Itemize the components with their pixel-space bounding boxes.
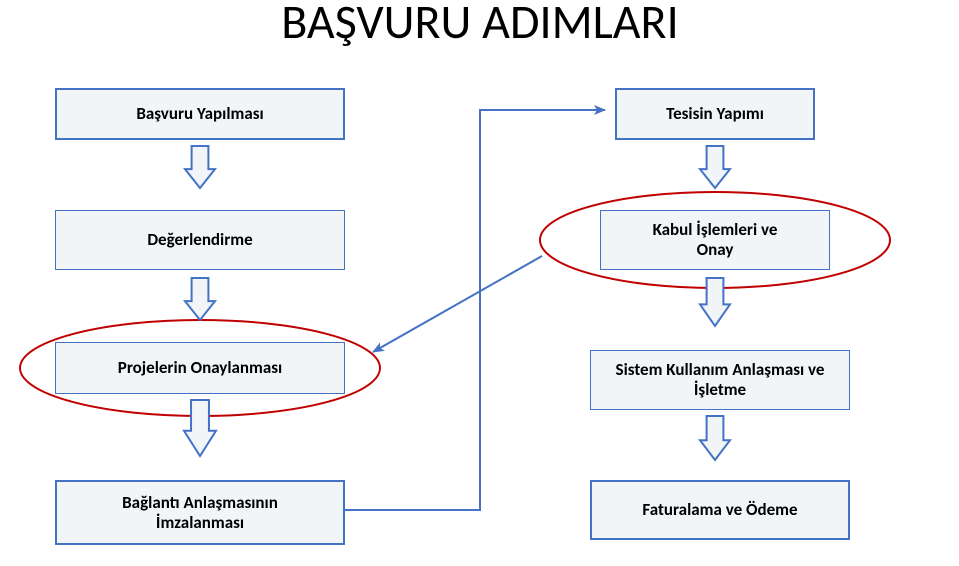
down-arrow-icon <box>700 416 730 460</box>
node-label: Projelerin Onaylanması <box>114 356 286 380</box>
node-projelerin-onaylanmasi: Projelerin Onaylanması <box>55 342 345 394</box>
node-label: Kabul İşlemleri ve Onay <box>649 218 782 261</box>
node-degerlendirme: Değerlendirme <box>55 210 345 270</box>
node-kabul-islemleri: Kabul İşlemleri ve Onay <box>600 210 830 270</box>
connector-line <box>345 110 605 510</box>
down-arrow-icon <box>185 146 215 188</box>
node-label: Değerlendirme <box>143 228 256 252</box>
node-label: Faturalama ve Ödeme <box>638 498 801 522</box>
node-label: Başvuru Yapılması <box>132 102 267 126</box>
node-baglanti-anlasmasi: Bağlantı Anlaşmasının İmzalanması <box>55 480 345 545</box>
node-label: Tesisin Yapımı <box>662 102 768 126</box>
down-arrow-icon <box>184 400 216 456</box>
down-arrow-icon <box>700 278 730 326</box>
node-sistem-kullanim: Sistem Kullanım Anlaşması ve İşletme <box>590 350 850 410</box>
node-label: Sistem Kullanım Anlaşması ve İşletme <box>612 358 829 401</box>
down-arrow-icon <box>185 278 215 320</box>
node-tesisin-yapimi: Tesisin Yapımı <box>615 88 815 140</box>
down-arrow-icon <box>700 146 730 188</box>
node-label: Bağlantı Anlaşmasının İmzalanması <box>118 491 282 534</box>
connector-line <box>373 256 542 352</box>
page-title: BAŞVURU ADIMLARI <box>200 0 760 51</box>
node-basvuru-yapilmasi: Başvuru Yapılması <box>55 88 345 140</box>
node-faturalama-odeme: Faturalama ve Ödeme <box>590 480 850 540</box>
diagram-canvas: { "title": { "text": "BAŞVURU ADIMLARI",… <box>0 0 959 566</box>
